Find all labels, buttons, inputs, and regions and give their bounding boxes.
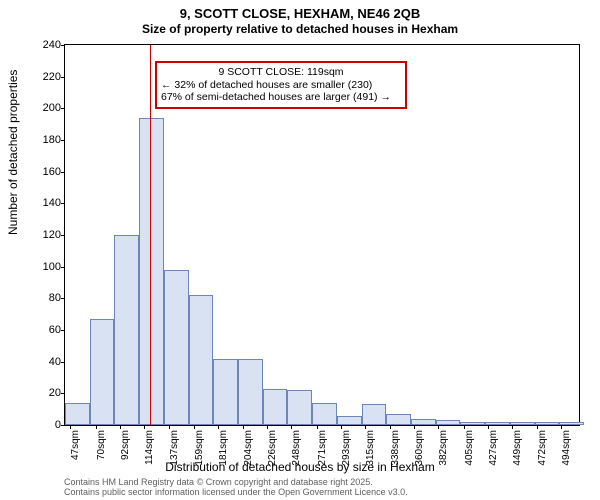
histogram-bar bbox=[386, 414, 411, 425]
histogram-bar bbox=[65, 403, 90, 425]
plot-area: 9 SCOTT CLOSE: 119sqm← 32% of detached h… bbox=[64, 44, 580, 426]
x-tick-mark bbox=[464, 425, 465, 429]
y-tick-label: 80 bbox=[31, 292, 61, 304]
x-tick-mark bbox=[120, 425, 121, 429]
x-tick-mark bbox=[365, 425, 366, 429]
annotation-line1: 9 SCOTT CLOSE: 119sqm bbox=[161, 66, 401, 79]
y-tick-mark bbox=[61, 172, 65, 173]
x-tick-mark bbox=[70, 425, 71, 429]
histogram-bar bbox=[337, 416, 362, 426]
x-axis-label: Distribution of detached houses by size … bbox=[0, 460, 600, 474]
y-tick-mark bbox=[61, 235, 65, 236]
y-tick-label: 20 bbox=[31, 387, 61, 399]
histogram-bar bbox=[312, 403, 337, 425]
x-tick-mark bbox=[537, 425, 538, 429]
x-tick-mark bbox=[438, 425, 439, 429]
y-tick-mark bbox=[61, 330, 65, 331]
histogram-bar bbox=[164, 270, 189, 425]
histogram-bar bbox=[362, 404, 387, 425]
histogram-bar bbox=[139, 118, 164, 425]
histogram-bar bbox=[213, 359, 238, 426]
y-tick-label: 160 bbox=[31, 166, 61, 178]
x-tick-mark bbox=[218, 425, 219, 429]
y-tick-label: 60 bbox=[31, 324, 61, 336]
x-tick-mark bbox=[414, 425, 415, 429]
chart-title-line2: Size of property relative to detached ho… bbox=[0, 22, 600, 36]
y-tick-label: 140 bbox=[31, 197, 61, 209]
histogram-bar bbox=[287, 390, 312, 425]
y-tick-mark bbox=[61, 108, 65, 109]
x-tick-mark bbox=[488, 425, 489, 429]
histogram-bar bbox=[114, 235, 139, 425]
x-tick-mark bbox=[390, 425, 391, 429]
y-tick-label: 120 bbox=[31, 229, 61, 241]
y-tick-mark bbox=[61, 267, 65, 268]
annotation-box: 9 SCOTT CLOSE: 119sqm← 32% of detached h… bbox=[155, 61, 407, 109]
y-axis-label: Number of detached properties bbox=[6, 70, 20, 235]
y-tick-label: 180 bbox=[31, 134, 61, 146]
y-tick-mark bbox=[61, 393, 65, 394]
annotation-line3: 67% of semi-detached houses are larger (… bbox=[161, 91, 401, 104]
marker-line bbox=[150, 45, 151, 425]
annotation-line2: ← 32% of detached houses are smaller (23… bbox=[161, 79, 401, 92]
chart-container: 9, SCOTT CLOSE, HEXHAM, NE46 2QB Size of… bbox=[0, 0, 600, 500]
footer-line2: Contains public sector information licen… bbox=[64, 487, 408, 497]
y-tick-mark bbox=[61, 77, 65, 78]
histogram-bar bbox=[238, 359, 263, 426]
histogram-bar bbox=[189, 295, 214, 425]
y-tick-mark bbox=[61, 425, 65, 426]
y-tick-mark bbox=[61, 45, 65, 46]
y-tick-mark bbox=[61, 203, 65, 204]
y-tick-label: 40 bbox=[31, 356, 61, 368]
chart-title-line1: 9, SCOTT CLOSE, HEXHAM, NE46 2QB bbox=[0, 6, 600, 21]
x-tick-mark bbox=[169, 425, 170, 429]
x-tick-mark bbox=[341, 425, 342, 429]
y-tick-label: 200 bbox=[31, 102, 61, 114]
x-tick-mark bbox=[243, 425, 244, 429]
x-tick-mark bbox=[317, 425, 318, 429]
x-tick-mark bbox=[512, 425, 513, 429]
y-tick-label: 240 bbox=[31, 39, 61, 51]
x-tick-mark bbox=[144, 425, 145, 429]
histogram-bar bbox=[510, 422, 535, 425]
histogram-bar bbox=[559, 422, 584, 425]
x-tick-mark bbox=[561, 425, 562, 429]
y-tick-mark bbox=[61, 362, 65, 363]
histogram-bar bbox=[263, 389, 288, 425]
histogram-bar bbox=[90, 319, 115, 425]
y-tick-mark bbox=[61, 140, 65, 141]
footer-attribution: Contains HM Land Registry data © Crown c… bbox=[64, 478, 408, 498]
x-tick-mark bbox=[96, 425, 97, 429]
footer-line1: Contains HM Land Registry data © Crown c… bbox=[64, 477, 373, 487]
x-tick-mark bbox=[194, 425, 195, 429]
y-tick-label: 100 bbox=[31, 261, 61, 273]
x-tick-mark bbox=[291, 425, 292, 429]
x-tick-mark bbox=[267, 425, 268, 429]
y-tick-mark bbox=[61, 298, 65, 299]
y-tick-label: 220 bbox=[31, 71, 61, 83]
y-tick-label: 0 bbox=[31, 419, 61, 431]
